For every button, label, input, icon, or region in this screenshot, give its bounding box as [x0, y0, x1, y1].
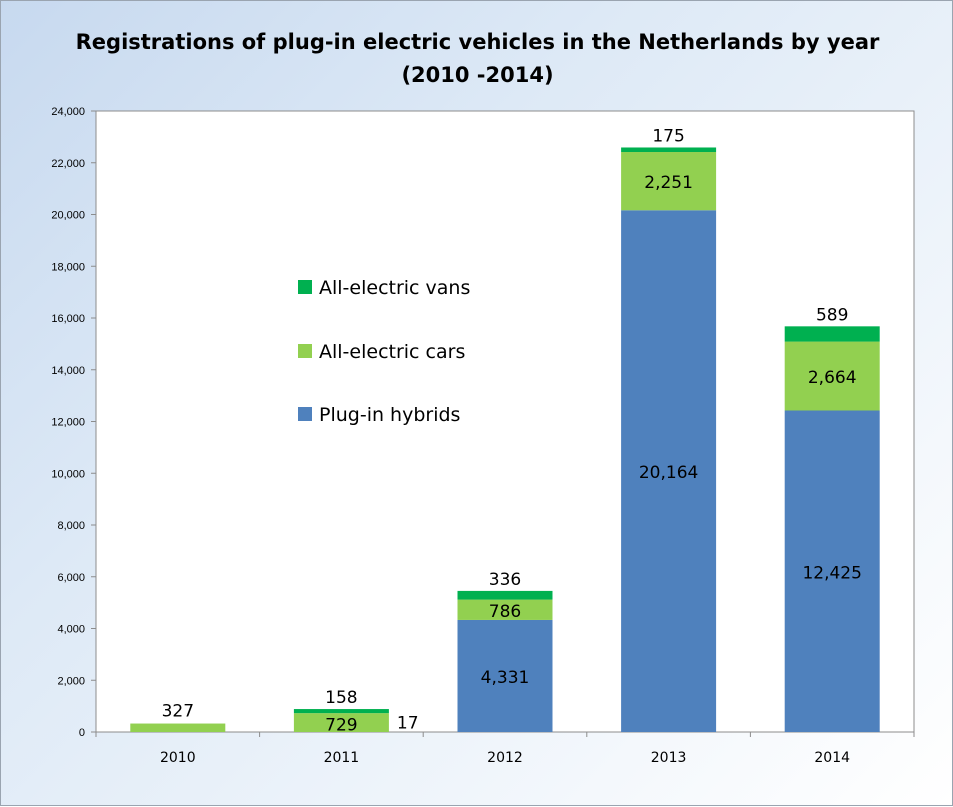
legend-swatch-all-electric-vans	[298, 280, 312, 294]
bar-all-electric-vans-2013	[621, 147, 717, 153]
chart-title-line-1: Registrations of plug-in electric vehicl…	[75, 30, 880, 54]
y-tick-label: 20,000	[51, 210, 85, 222]
y-tick-label: 4,000	[57, 624, 85, 636]
x-tick-label: 2014	[814, 750, 850, 766]
y-tick-label: 8,000	[57, 520, 85, 532]
bar-all-electric-cars-2013	[621, 152, 717, 211]
legend-label-all-electric-cars: All-electric cars	[319, 341, 465, 363]
x-tick-label: 2013	[651, 750, 687, 766]
data-label: 2,664	[808, 368, 857, 388]
y-tick-label: 2,000	[57, 675, 85, 687]
data-label: 786	[489, 602, 521, 622]
y-tick-label: 16,000	[51, 313, 85, 325]
y-tick-label: 6,000	[57, 572, 85, 584]
data-label: 12,425	[802, 563, 861, 583]
bar-plug-in-hybrids-2012	[457, 619, 553, 732]
y-tick-label: 18,000	[51, 261, 85, 273]
data-label: 175	[652, 126, 684, 146]
bar-all-electric-cars-2012	[457, 599, 553, 620]
bar-all-electric-vans-2014	[784, 326, 880, 342]
data-label: 4,331	[481, 668, 530, 688]
bar-plug-in-hybrids-2014	[784, 410, 880, 732]
legend-swatch-all-electric-cars	[298, 344, 312, 358]
data-label: 729	[325, 716, 357, 736]
data-label: 20,164	[639, 463, 698, 483]
y-tick-label: 22,000	[51, 158, 85, 170]
y-tick-label: 12,000	[51, 417, 85, 429]
x-tick-label: 2010	[160, 750, 196, 766]
y-tick-label: 10,000	[51, 468, 85, 480]
bar-all-electric-vans-2011	[293, 709, 389, 714]
data-label: 589	[816, 305, 848, 325]
x-tick-label: 2011	[324, 750, 360, 766]
data-label: 336	[489, 570, 521, 590]
y-tick-label: 24,000	[51, 106, 85, 118]
data-label: 327	[162, 702, 194, 722]
bar-all-electric-cars-2011	[293, 713, 389, 732]
bar-plug-in-hybrids-2013	[621, 210, 717, 733]
chart-title-line-2: (2010 -2014)	[401, 63, 554, 87]
x-tick-label: 2012	[487, 750, 523, 766]
data-label-annotation: 17	[397, 714, 419, 734]
data-label: 2,251	[644, 173, 693, 193]
legend-label-plug-in-hybrids: Plug-in hybrids	[319, 404, 460, 426]
data-label: 158	[325, 688, 357, 708]
legend-swatch-plug-in-hybrids	[298, 407, 312, 421]
legend-label-all-electric-vans: All-electric vans	[319, 277, 470, 299]
y-tick-label: 14,000	[51, 365, 85, 377]
bar-all-electric-cars-2010	[130, 723, 226, 732]
bar-all-electric-cars-2014	[784, 341, 880, 411]
bar-all-electric-vans-2012	[457, 590, 553, 600]
y-tick-label: 0	[79, 727, 85, 739]
